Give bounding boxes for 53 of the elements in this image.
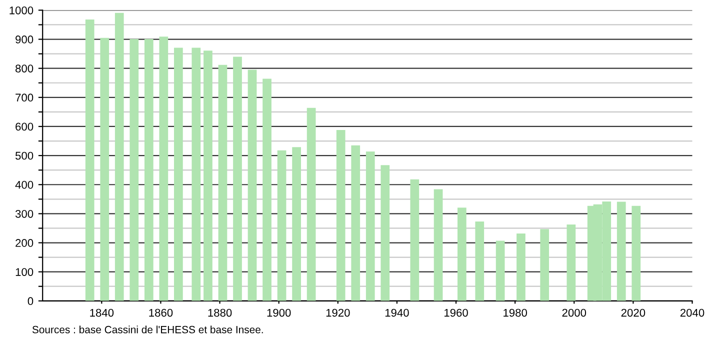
bar: [100, 38, 110, 301]
x-tick-label: 1940: [385, 308, 409, 317]
y-tick-label: 200: [16, 239, 34, 247]
bar: [144, 38, 154, 301]
bar: [457, 208, 466, 301]
bar: [566, 224, 576, 301]
y-tick-label: 800: [16, 64, 34, 72]
y-tick-label: 1000: [10, 6, 34, 14]
y-tick-label: 400: [15, 180, 34, 189]
bar: [204, 50, 212, 301]
y-tick-label: 900: [16, 36, 34, 44]
bar: [85, 20, 94, 301]
x-tick-label: 1960: [444, 308, 468, 317]
source-note: Sources : base Cassini de l'EHESS et base Insee.: [32, 326, 263, 334]
bar: [248, 70, 257, 301]
bar: [218, 64, 228, 301]
bar: [496, 240, 505, 301]
y-tick-label: 600: [16, 122, 34, 131]
x-tick-label: 2000: [562, 308, 586, 317]
y-tick-label: 100: [16, 268, 34, 276]
bar: [351, 145, 360, 301]
bar: [174, 48, 183, 301]
bar: [434, 189, 443, 301]
bar: [516, 233, 526, 301]
bar: [380, 165, 390, 301]
x-tick-label: 1840: [90, 308, 114, 317]
x-tick-label: 1880: [208, 308, 232, 317]
bar: [410, 179, 420, 301]
bar: [366, 151, 375, 301]
bar: [262, 78, 272, 301]
y-tick-label: 500: [15, 152, 34, 160]
x-tick-label: 1860: [149, 308, 173, 317]
x-tick-label: 2020: [621, 308, 646, 317]
bar: [233, 56, 242, 301]
y-tick-label: 700: [16, 94, 34, 102]
bar: [336, 130, 346, 301]
bar: [292, 147, 301, 301]
x-tick-label: 1980: [504, 308, 527, 317]
bar: [616, 202, 626, 301]
bar: [540, 229, 550, 301]
x-tick-label: 2040: [680, 308, 704, 317]
bar: [277, 150, 286, 301]
bar: [192, 48, 201, 301]
bar: [306, 108, 316, 301]
bar: [632, 206, 641, 301]
x-tick-label: 1920: [326, 308, 350, 317]
y-tick-label: 300: [15, 210, 34, 218]
bar: [114, 12, 124, 301]
x-tick-label: 1900: [267, 308, 291, 317]
bar: [475, 222, 484, 301]
bar: [159, 36, 168, 301]
bar: [130, 38, 139, 301]
y-tick-label: 0: [28, 297, 34, 306]
